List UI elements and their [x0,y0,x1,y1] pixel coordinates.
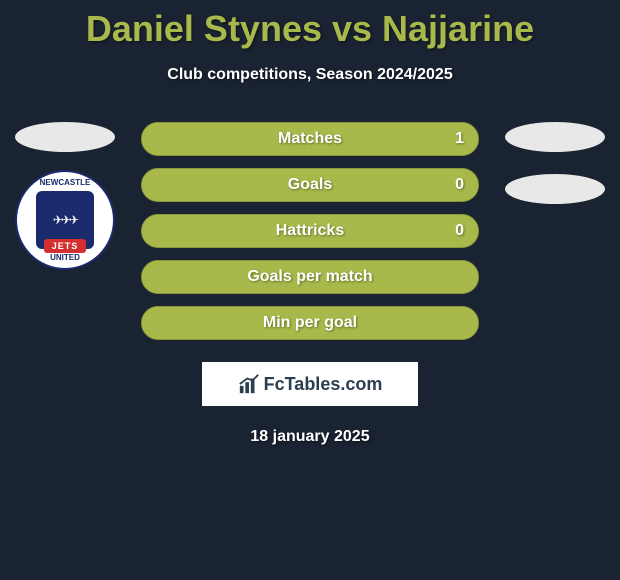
player-left-avatar [15,122,115,152]
chart-icon [238,373,260,395]
badge-inner: ✈✈✈ JETS [36,191,94,249]
jet-icons: ✈✈✈ [53,213,77,227]
stat-value: 0 [455,222,464,240]
stat-value: 0 [455,176,464,194]
player-right-avatar [505,122,605,152]
badge-banner: JETS [44,239,87,253]
stat-bar-goals: Goals 0 [141,168,479,202]
club-badge-right-placeholder [505,174,605,204]
logo-text: FcTables.com [264,374,383,395]
stat-label: Goals [288,176,332,194]
stat-bar-min-per-goal: Min per goal [141,306,479,340]
club-badge-left: NEWCASTLE ✈✈✈ JETS UNITED [15,170,115,270]
player-right-column [500,122,610,204]
stat-label: Hattricks [276,222,344,240]
stat-bar-hattricks: Hattricks 0 [141,214,479,248]
badge-circle: NEWCASTLE ✈✈✈ JETS UNITED [15,170,115,270]
badge-text-top: NEWCASTLE [40,178,91,187]
player-left-column: NEWCASTLE ✈✈✈ JETS UNITED [10,122,120,270]
stat-value: 1 [455,130,464,148]
stat-bar-goals-per-match: Goals per match [141,260,479,294]
badge-text-bottom: UNITED [50,253,80,262]
stat-bar-matches: Matches 1 [141,122,479,156]
subtitle: Club competitions, Season 2024/2025 [0,66,620,84]
stat-label: Min per goal [263,314,357,332]
stat-label: Goals per match [247,268,372,286]
page-title: Daniel Stynes vs Najjarine [0,0,620,50]
logo-box: FcTables.com [202,362,418,406]
stat-label: Matches [278,130,342,148]
date-text: 18 january 2025 [0,428,620,446]
